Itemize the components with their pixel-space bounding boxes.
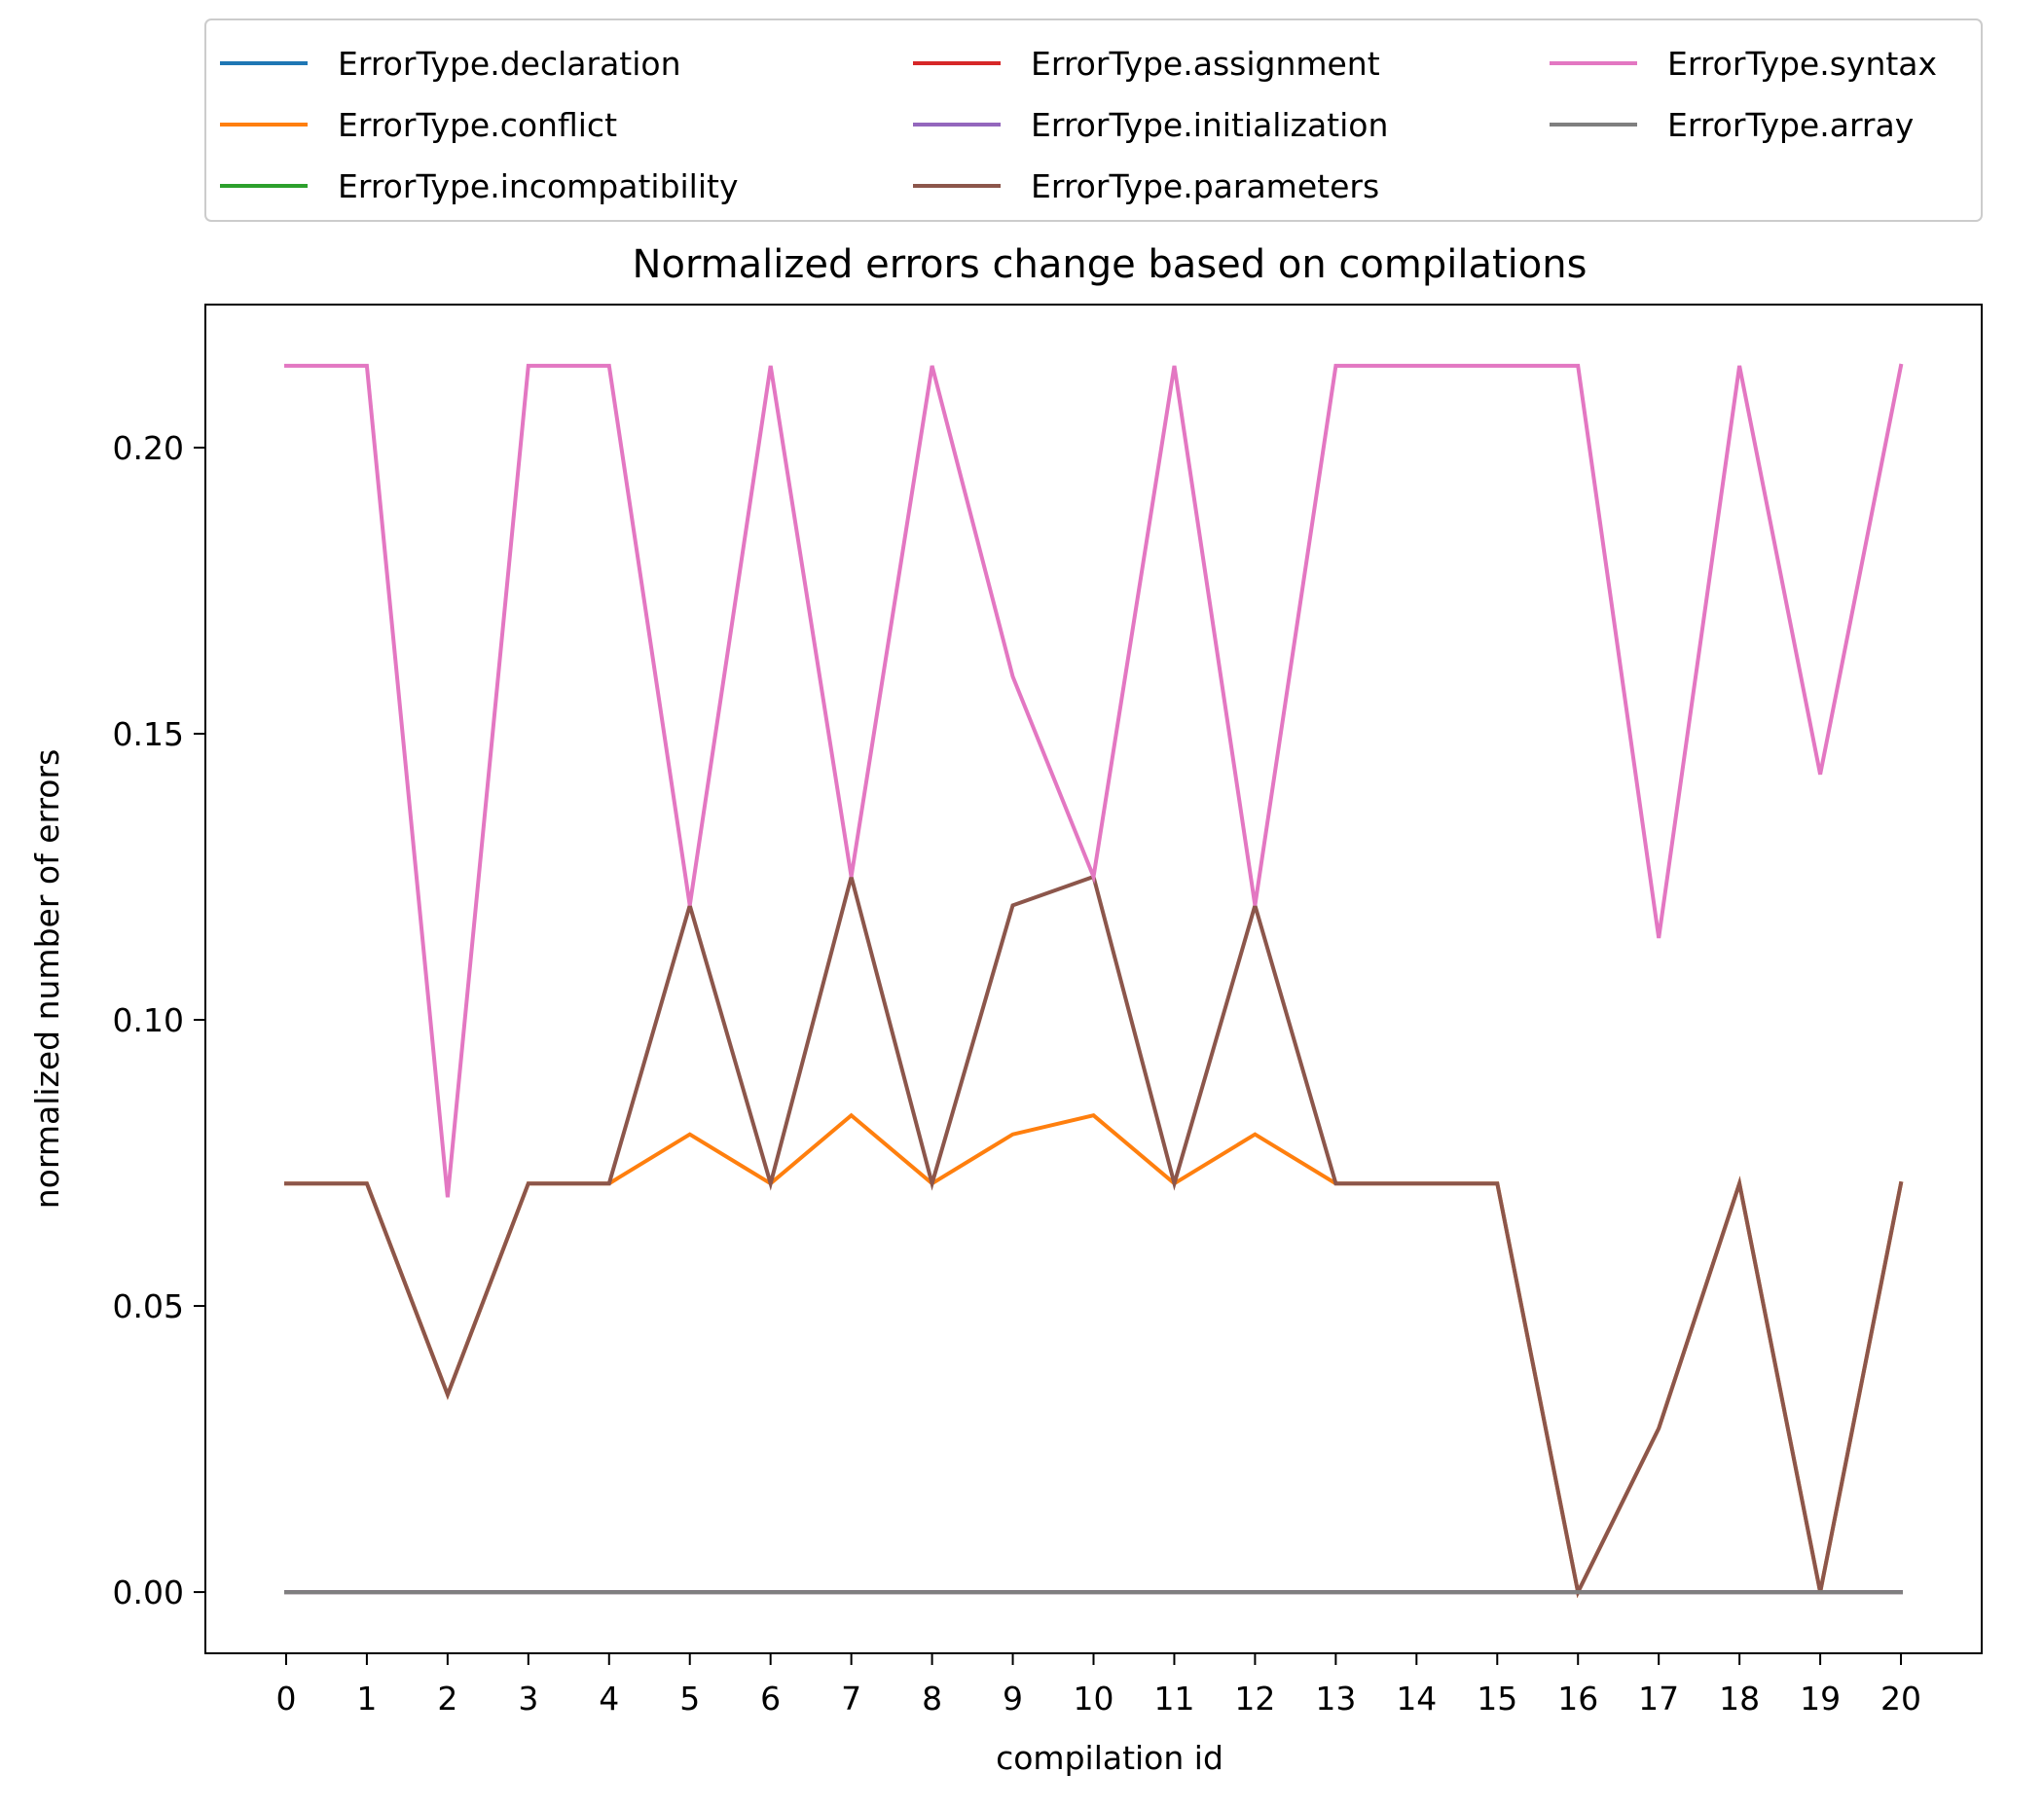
x-axis-label: compilation id [996, 1739, 1223, 1777]
x-tick-label: 0 [275, 1680, 296, 1718]
legend-label-array: ErrorType.array [1667, 106, 1914, 144]
legend-label-parameters: ErrorType.parameters [1031, 167, 1379, 205]
x-tick-label: 6 [760, 1680, 781, 1718]
y-tick-label: 0.05 [113, 1287, 184, 1325]
x-tick-label: 12 [1234, 1680, 1275, 1718]
y-axis-label: normalized number of errors [28, 749, 66, 1210]
x-tick-label: 13 [1315, 1680, 1356, 1718]
legend-label-assignment: ErrorType.assignment [1031, 45, 1380, 83]
y-tick-label: 0.15 [113, 715, 184, 753]
x-tick-label: 1 [356, 1680, 377, 1718]
y-tick-label: 0.20 [113, 429, 184, 467]
plot-area [284, 363, 1904, 1599]
x-tick-label: 10 [1074, 1680, 1114, 1718]
x-tick-label: 5 [679, 1680, 700, 1718]
x-tick-label: 19 [1800, 1680, 1841, 1718]
x-tick-label: 17 [1638, 1680, 1679, 1718]
x-axis: 0 1 2 3 4 5 6 7 8 9 10 11 12 13 14 15 16 17 18 19 20 [275, 1653, 1921, 1718]
legend: ErrorType.declaration ErrorType.conflict E… [204, 18, 1983, 222]
legend-label-incompatibility: ErrorType.incompatibility [338, 167, 739, 205]
legend-label-conflict: ErrorType.conflict [338, 106, 617, 144]
y-tick-label: 0.10 [113, 1001, 184, 1039]
x-tick-label: 11 [1153, 1680, 1194, 1718]
legend-label-declaration: ErrorType.declaration [338, 45, 681, 83]
x-tick-label: 15 [1477, 1680, 1517, 1718]
legend-label-syntax: ErrorType.syntax [1667, 45, 1937, 83]
series-line-parameters [284, 869, 1904, 1599]
x-tick-label: 9 [1003, 1680, 1023, 1718]
x-tick-label: 4 [599, 1680, 619, 1718]
y-axis: 0.00 0.05 0.10 0.15 0.20 [113, 429, 205, 1611]
x-tick-label: 16 [1557, 1680, 1598, 1718]
plot-frame [204, 304, 1983, 1654]
series-line-syntax [284, 363, 1904, 1198]
x-tick-label: 20 [1880, 1680, 1921, 1718]
x-tick-label: 18 [1719, 1680, 1760, 1718]
legend-label-initialization: ErrorType.initialization [1031, 106, 1388, 144]
x-tick-label: 7 [841, 1680, 861, 1718]
x-tick-label: 8 [922, 1680, 942, 1718]
legend-frame [204, 18, 1983, 222]
x-tick-label: 2 [437, 1680, 457, 1718]
x-tick-label: 14 [1396, 1680, 1437, 1718]
y-tick-label: 0.00 [113, 1574, 184, 1611]
chart-title: Normalized errors change based on compil… [633, 242, 1588, 287]
x-tick-label: 3 [518, 1680, 538, 1718]
